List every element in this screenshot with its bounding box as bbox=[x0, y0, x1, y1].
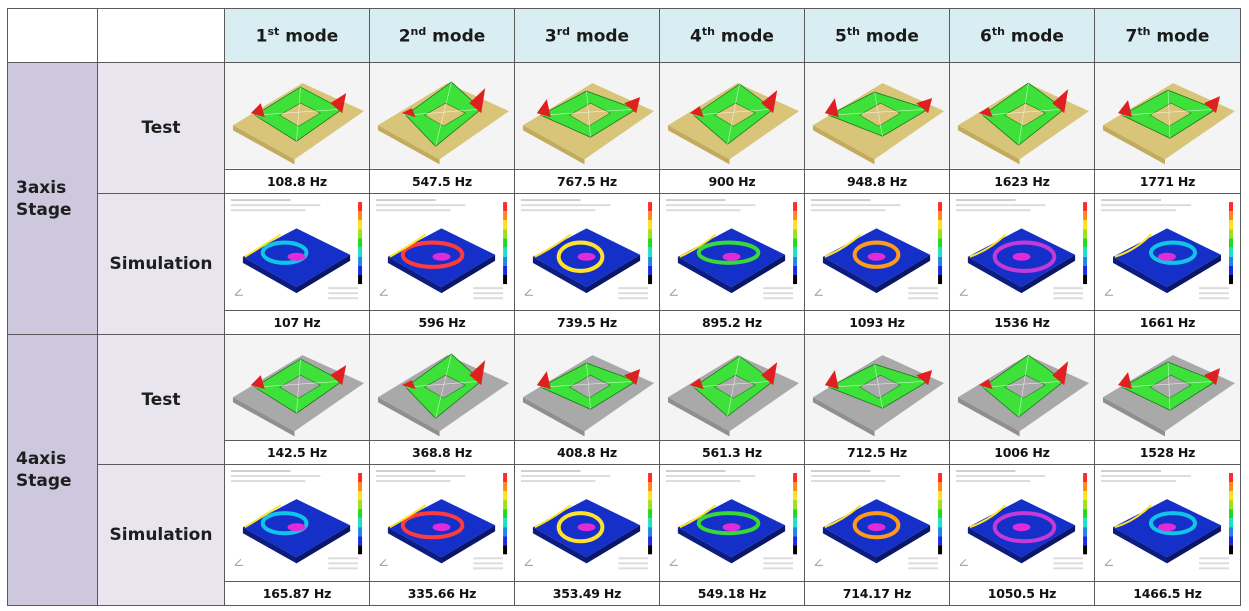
mode-shape-image bbox=[514, 464, 660, 582]
frequency-value: 1050.5 Hz bbox=[949, 580, 1095, 607]
frequency-value: 353.49 Hz bbox=[514, 580, 660, 607]
mode-shape-image bbox=[369, 464, 515, 582]
header-row: 1st mode 2nd mode 3rd mode 4th mode 5th … bbox=[7, 7, 1241, 64]
mode-shape-image bbox=[949, 62, 1095, 170]
row-label-simulation: Simulation bbox=[97, 464, 225, 606]
frequency-value: 165.87 Hz bbox=[224, 580, 370, 607]
frequency-value: 561.3 Hz bbox=[659, 440, 805, 466]
mode-header: 3rd mode bbox=[514, 7, 660, 64]
frequency-row: 165.87 Hz 335.66 Hz 353.49 Hz 549.18 Hz … bbox=[8, 580, 1241, 607]
frequency-value: 1528 Hz bbox=[1094, 440, 1241, 466]
image-row: 3axis Stage Test bbox=[7, 62, 1241, 336]
image-row: Simulation bbox=[8, 192, 1241, 336]
mode-header: 1st mode bbox=[224, 7, 370, 64]
row-label-test: Test bbox=[97, 62, 225, 194]
mode-shape-image bbox=[514, 334, 660, 442]
mode-shape-image bbox=[514, 192, 660, 311]
image-row: 4axis Stage Test bbox=[7, 334, 1241, 606]
frequency-row: 142.5 Hz 368.8 Hz 408.8 Hz 561.3 Hz 712.… bbox=[8, 440, 1241, 466]
mode-shape-image bbox=[1094, 192, 1241, 311]
mode-shape-image bbox=[1094, 62, 1241, 170]
modal-comparison-table: 1st mode 2nd mode 3rd mode 4th mode 5th … bbox=[7, 7, 1241, 607]
mode-shape-image bbox=[224, 62, 370, 170]
frequency-row: 108.8 Hz 547.5 Hz 767.5 Hz 900 Hz 948.8 … bbox=[8, 168, 1241, 194]
frequency-value: 1623 Hz bbox=[949, 168, 1095, 194]
frequency-value: 900 Hz bbox=[659, 168, 805, 194]
header-blank-cell bbox=[97, 7, 225, 64]
mode-shape-image bbox=[949, 334, 1095, 442]
frequency-row: 107 Hz 596 Hz 739.5 Hz 895.2 Hz 1093 Hz … bbox=[8, 309, 1241, 336]
row-label-test: Test bbox=[97, 334, 225, 466]
frequency-value: 1466.5 Hz bbox=[1094, 580, 1241, 607]
header-blank-cell bbox=[7, 7, 98, 64]
frequency-value: 895.2 Hz bbox=[659, 309, 805, 336]
frequency-value: 368.8 Hz bbox=[369, 440, 515, 466]
mode-shape-image bbox=[659, 334, 805, 442]
frequency-value: 948.8 Hz bbox=[804, 168, 950, 194]
mode-header: 6th mode bbox=[949, 7, 1095, 64]
frequency-value: 107 Hz bbox=[224, 309, 370, 336]
mode-shape-image bbox=[224, 334, 370, 442]
mode-shape-image bbox=[949, 192, 1095, 311]
frequency-value: 1771 Hz bbox=[1094, 168, 1241, 194]
mode-shape-image bbox=[804, 334, 950, 442]
image-row: Simulation bbox=[8, 464, 1241, 606]
mode-header: 5th mode bbox=[804, 7, 950, 64]
mode-shape-image bbox=[369, 334, 515, 442]
frequency-value: 1093 Hz bbox=[804, 309, 950, 336]
frequency-value: 739.5 Hz bbox=[514, 309, 660, 336]
frequency-value: 1661 Hz bbox=[1094, 309, 1241, 336]
frequency-value: 408.8 Hz bbox=[514, 440, 660, 466]
frequency-value: 335.66 Hz bbox=[369, 580, 515, 607]
frequency-value: 1006 Hz bbox=[949, 440, 1095, 466]
mode-header: 2nd mode bbox=[369, 7, 515, 64]
mode-shape-image bbox=[804, 192, 950, 311]
mode-shape-image bbox=[369, 62, 515, 170]
mode-shape-image bbox=[1094, 334, 1241, 442]
frequency-value: 712.5 Hz bbox=[804, 440, 950, 466]
mode-shape-image bbox=[659, 464, 805, 582]
mode-shape-image bbox=[369, 192, 515, 311]
mode-shape-image bbox=[224, 464, 370, 582]
row-label-simulation: Simulation bbox=[97, 192, 225, 336]
frequency-value: 108.8 Hz bbox=[224, 168, 370, 194]
frequency-value: 547.5 Hz bbox=[369, 168, 515, 194]
mode-shape-image bbox=[949, 464, 1095, 582]
mode-shape-image bbox=[659, 62, 805, 170]
mode-shape-image bbox=[224, 192, 370, 311]
frequency-value: 596 Hz bbox=[369, 309, 515, 336]
mode-header: 4th mode bbox=[659, 7, 805, 64]
frequency-value: 1536 Hz bbox=[949, 309, 1095, 336]
frequency-value: 549.18 Hz bbox=[659, 580, 805, 607]
mode-shape-image bbox=[804, 62, 950, 170]
frequency-value: 142.5 Hz bbox=[224, 440, 370, 466]
mode-shape-image bbox=[1094, 464, 1241, 582]
stage-label: 4axis Stage bbox=[7, 334, 98, 606]
mode-shape-image bbox=[804, 464, 950, 582]
frequency-value: 714.17 Hz bbox=[804, 580, 950, 607]
stage-label: 3axis Stage bbox=[7, 62, 98, 336]
frequency-value: 767.5 Hz bbox=[514, 168, 660, 194]
mode-shape-image bbox=[514, 62, 660, 170]
mode-shape-image bbox=[659, 192, 805, 311]
mode-header: 7th mode bbox=[1094, 7, 1241, 64]
